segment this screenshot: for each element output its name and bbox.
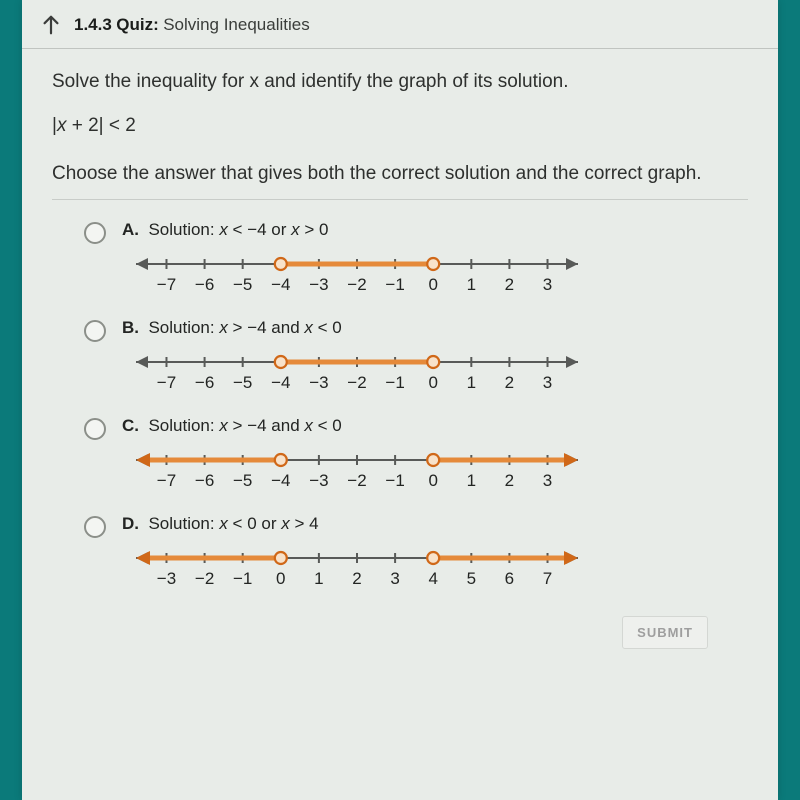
quiz-label: Quiz: [116,15,159,34]
svg-text:3: 3 [543,471,552,490]
choice-row: C. Solution: x > −4 and x < 0−7−6−5−4−3−… [84,416,748,494]
svg-text:3: 3 [543,275,552,294]
choice-body: C. Solution: x > −4 and x < 0−7−6−5−4−3−… [122,416,592,494]
choices-container: A. Solution: x < −4 or x > 0 −7 −6 −5 −4 −3 −2… [52,220,748,592]
content: Solve the inequality for x and identify … [22,49,778,649]
numberline: −7 −6 −5 −4 −3 −2 −1 0 1 2 3 [122,246,592,298]
choice-label: C. Solution: x > −4 and x < 0 [122,416,592,436]
numberline: −7 −6 −5 −4 −3 −2 −1 0 1 2 3 [122,442,592,494]
svg-text:5: 5 [467,569,476,588]
svg-text:−5: −5 [233,471,252,490]
question-prompt: Solve the inequality for x and identify … [52,71,748,93]
svg-text:−7: −7 [157,373,176,392]
svg-text:−6: −6 [195,471,214,490]
numberline: −3 −2 −1 0 1 2 3 4 5 6 7 [122,540,592,592]
svg-text:−2: −2 [347,373,366,392]
numberline: −7 −6 −5 −4 −3 −2 −1 0 1 2 3 [122,344,592,396]
radio-button[interactable] [84,516,106,538]
svg-text:−3: −3 [309,373,328,392]
submit-wrap: SUBMIT [52,612,748,649]
prompt-text-b: and identify the graph of its solution. [264,71,568,92]
ineq-rest: + 2| < 2 [72,115,136,136]
choice-body: D. Solution: x < 0 or x > 4 −3 −2 −1 0 1 2 3 4 5 6… [122,514,592,592]
svg-text:3: 3 [390,569,399,588]
svg-text:−3: −3 [309,471,328,490]
svg-text:2: 2 [352,569,361,588]
svg-text:−1: −1 [385,275,404,294]
svg-text:4: 4 [428,569,437,588]
choice-label: B. Solution: x > −4 and x < 0 [122,318,592,338]
svg-text:−1: −1 [233,569,252,588]
svg-text:−5: −5 [233,275,252,294]
svg-text:2: 2 [505,275,514,294]
svg-text:−3: −3 [309,275,328,294]
svg-text:−2: −2 [195,569,214,588]
svg-text:−1: −1 [385,373,404,392]
quiz-number: 1.4.3 [74,15,112,34]
inequality-expression: |x + 2| < 2 [52,115,748,137]
radio-button[interactable] [84,222,106,244]
svg-text:−1: −1 [385,471,404,490]
svg-text:2: 2 [505,471,514,490]
prompt-text-a: Solve the inequality for [52,71,244,92]
svg-text:6: 6 [505,569,514,588]
svg-text:7: 7 [543,569,552,588]
svg-text:−4: −4 [271,471,290,490]
ineq-x: x [57,115,67,136]
svg-text:1: 1 [314,569,323,588]
choice-body: B. Solution: x > −4 and x < 0−7−6−5−4−3−… [122,318,592,396]
quiz-header-text: 1.4.3 Quiz: Solving Inequalities [74,15,310,35]
prompt-var: x [250,71,260,92]
submit-button[interactable]: SUBMIT [622,616,708,649]
choice-body: A. Solution: x < −4 or x > 0 −7 −6 −5 −4 −3 −2… [122,220,592,298]
choice-row: B. Solution: x > −4 and x < 0−7−6−5−4−3−… [84,318,748,396]
svg-text:−6: −6 [195,373,214,392]
svg-text:−2: −2 [347,471,366,490]
svg-text:−3: −3 [157,569,176,588]
page: 1.4.3 Quiz: Solving Inequalities Solve t… [22,0,778,800]
svg-text:−7: −7 [157,471,176,490]
svg-text:2: 2 [505,373,514,392]
sub-prompt: Choose the answer that gives both the co… [52,163,748,185]
choice-label: A. Solution: x < −4 or x > 0 [122,220,592,240]
svg-text:0: 0 [428,275,437,294]
svg-text:1: 1 [467,275,476,294]
svg-text:0: 0 [428,373,437,392]
svg-text:−4: −4 [271,275,290,294]
svg-text:1: 1 [467,373,476,392]
radio-button[interactable] [84,418,106,440]
svg-text:0: 0 [276,569,285,588]
divider [52,199,748,200]
radio-button[interactable] [84,320,106,342]
quiz-header: 1.4.3 Quiz: Solving Inequalities [22,0,778,49]
svg-text:1: 1 [467,471,476,490]
svg-text:0: 0 [428,471,437,490]
svg-text:−2: −2 [347,275,366,294]
choice-row: A. Solution: x < −4 or x > 0 −7 −6 −5 −4 −3 −2… [84,220,748,298]
svg-text:−4: −4 [271,373,290,392]
quiz-title: Solving Inequalities [163,15,309,34]
svg-text:−7: −7 [157,275,176,294]
svg-text:−6: −6 [195,275,214,294]
choice-row: D. Solution: x < 0 or x > 4 −3 −2 −1 0 1 2 3 4 5 6… [84,514,748,592]
choice-label: D. Solution: x < 0 or x > 4 [122,514,592,534]
back-arrow-icon[interactable] [40,14,62,36]
svg-text:−5: −5 [233,373,252,392]
svg-text:3: 3 [543,373,552,392]
